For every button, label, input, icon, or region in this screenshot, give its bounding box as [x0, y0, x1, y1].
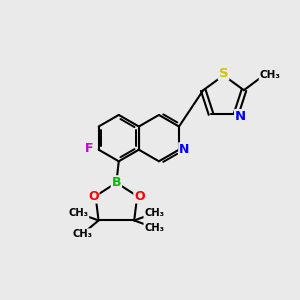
Text: CH₃: CH₃ — [68, 208, 88, 218]
Text: S: S — [219, 67, 228, 80]
Text: O: O — [88, 190, 98, 202]
Text: O: O — [134, 190, 145, 202]
Text: CH₃: CH₃ — [144, 208, 164, 218]
Text: N: N — [179, 143, 190, 156]
Text: F: F — [85, 142, 93, 155]
Text: CH₃: CH₃ — [72, 229, 92, 239]
Text: CH₃: CH₃ — [144, 223, 164, 233]
Text: B: B — [112, 176, 121, 189]
Text: CH₃: CH₃ — [260, 70, 280, 80]
Text: N: N — [235, 110, 246, 123]
